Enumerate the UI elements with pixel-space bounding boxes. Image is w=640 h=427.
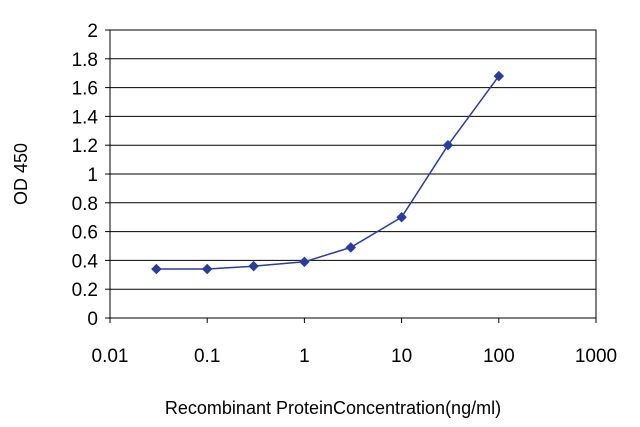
y-tick-labels: 0 0.2 0.4 0.6 0.8 1 1.2 1.4 1.6 1.8 2 — [72, 21, 99, 330]
gridlines — [110, 58, 596, 290]
x-tick-label: 0.01 — [92, 346, 129, 367]
y-tick-label: 2 — [87, 21, 98, 42]
data-point — [442, 139, 454, 151]
data-point — [299, 256, 310, 268]
x-tick-label: 100 — [483, 346, 515, 367]
x-tick-label: 0.1 — [194, 346, 220, 367]
y-tick-label: 1.8 — [72, 50, 98, 71]
data-point — [151, 263, 162, 275]
y-tick-label: 0 — [87, 309, 98, 330]
data-point — [201, 263, 213, 275]
y-tick-label: 1 — [87, 165, 98, 186]
axes — [105, 29, 597, 323]
series-line — [156, 75, 500, 270]
y-tick-label: 0.2 — [72, 280, 98, 301]
x-tick-label: 10 — [391, 346, 412, 367]
y-tick-label: 0.6 — [72, 223, 98, 244]
y-tick-label: 1.4 — [72, 107, 99, 128]
x-tick-label: 1000 — [575, 346, 617, 367]
x-tick-labels: 0.01 0.1 1 10 100 1000 — [92, 346, 618, 367]
data-point — [345, 242, 357, 253]
x-axis-title: Recombinant ProteinConcentration(ng/ml) — [165, 398, 501, 418]
data-point — [493, 70, 505, 82]
y-tick-label: 0.8 — [72, 194, 98, 215]
data-point — [248, 260, 259, 272]
y-tick-label: 1.6 — [72, 79, 98, 100]
y-tick-label: 0.4 — [72, 251, 99, 272]
data-point — [396, 211, 407, 223]
y-axis-title: OD 450 — [11, 143, 31, 205]
x-tick-label: 1 — [299, 346, 310, 367]
series — [151, 70, 505, 275]
y-tick-label: 1.2 — [72, 136, 98, 157]
